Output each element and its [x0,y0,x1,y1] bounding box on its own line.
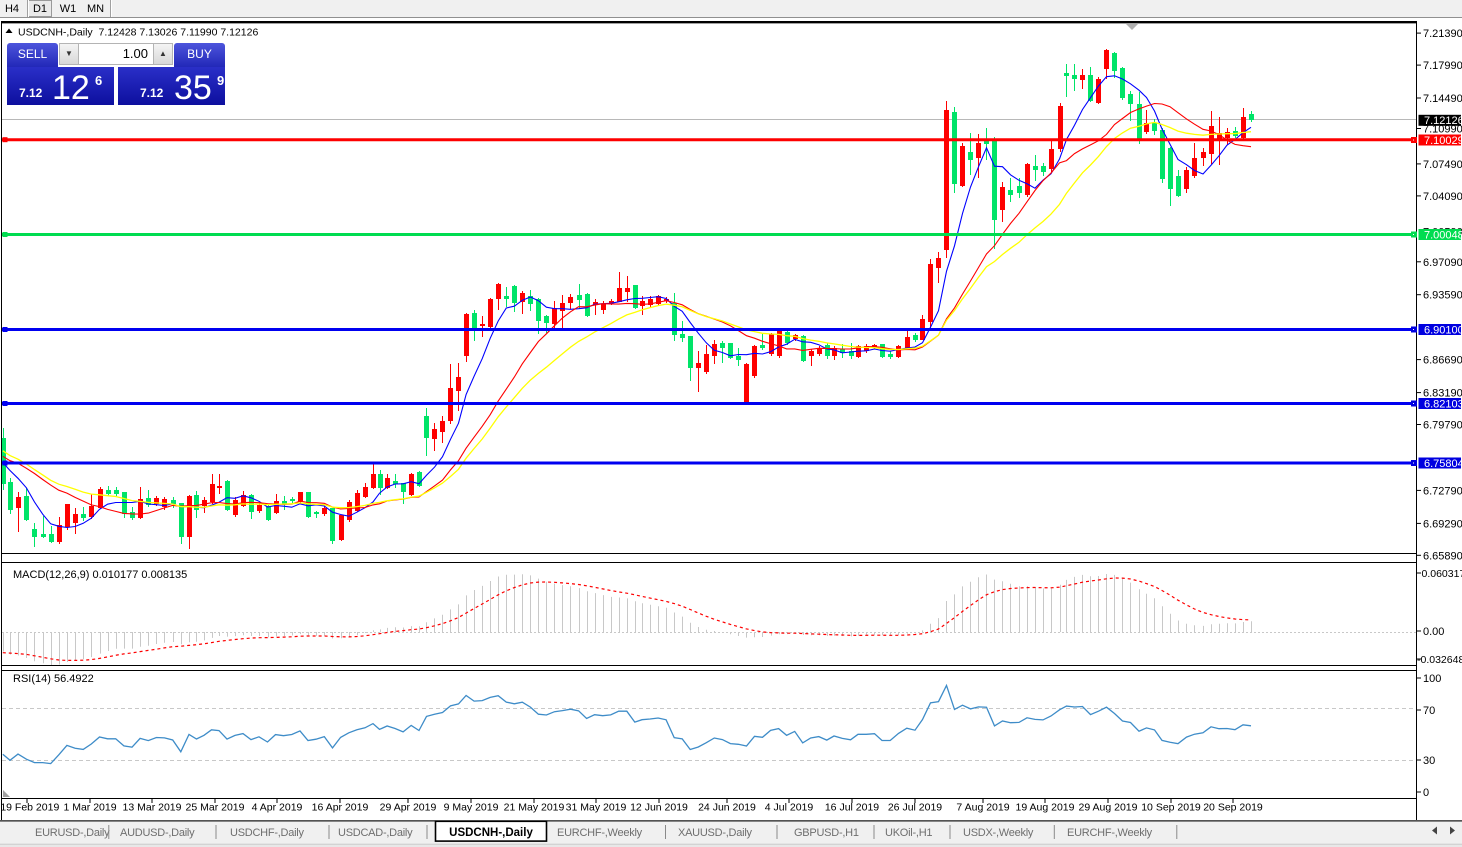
svg-text:7.00048: 7.00048 [1424,229,1462,241]
svg-text:16 Apr 2019: 16 Apr 2019 [312,802,369,814]
svg-text:UKOil-,H1: UKOil-,H1 [885,827,932,839]
svg-text:0.060317: 0.060317 [1422,568,1462,580]
svg-text:29 Apr 2019: 29 Apr 2019 [380,802,437,814]
svg-text:13 Mar 2019: 13 Mar 2019 [123,802,182,814]
svg-text:7.04090: 7.04090 [1423,191,1462,203]
svg-text:6.75804: 6.75804 [1424,458,1462,470]
svg-text:XAUUSD-,Daily: XAUUSD-,Daily [678,827,753,839]
svg-text:6.90100: 6.90100 [1424,324,1462,336]
svg-text:GBPUSD-,H1: GBPUSD-,H1 [794,827,859,839]
svg-text:16 Jul 2019: 16 Jul 2019 [825,802,879,814]
svg-text:7.12126: 7.12126 [1424,115,1462,127]
svg-text:30: 30 [1423,755,1435,767]
svg-text:7 Aug 2019: 7 Aug 2019 [956,802,1009,814]
svg-text:70: 70 [1423,705,1435,717]
svg-text:10 Sep 2019: 10 Sep 2019 [1141,802,1201,814]
svg-text:EURUSD-,Daily: EURUSD-,Daily [35,827,110,839]
svg-text:RSI(14) 56.4922: RSI(14) 56.4922 [13,673,94,685]
svg-text:6.86690: 6.86690 [1423,355,1462,367]
svg-text:AUDUSD-,Daily: AUDUSD-,Daily [120,827,195,839]
svg-text:USDCNH-,Daily 7.12428 7.13026: USDCNH-,Daily 7.12428 7.13026 7.11990 7.… [18,27,258,39]
svg-text:7.10029: 7.10029 [1424,135,1462,147]
svg-text:EURCHF-,Weekly: EURCHF-,Weekly [1067,827,1153,839]
svg-text:20 Sep 2019: 20 Sep 2019 [1203,802,1263,814]
svg-text:6.79790: 6.79790 [1423,420,1462,432]
svg-text:4 Jul 2019: 4 Jul 2019 [765,802,814,814]
svg-text:USDCAD-,Daily: USDCAD-,Daily [338,827,413,839]
svg-text:0.00: 0.00 [1423,626,1444,638]
svg-text:19 Feb 2019: 19 Feb 2019 [0,802,59,814]
svg-text:6.82103: 6.82103 [1424,398,1462,410]
svg-text:MACD(12,26,9) 0.010177 0.00813: MACD(12,26,9) 0.010177 0.008135 [13,569,187,581]
svg-text:12 Jun 2019: 12 Jun 2019 [630,802,688,814]
svg-text:USDCNH-,Daily: USDCNH-,Daily [449,827,533,839]
svg-text:21 May 2019: 21 May 2019 [504,802,565,814]
svg-text:9 May 2019: 9 May 2019 [444,802,499,814]
svg-text:EURCHF-,Weekly: EURCHF-,Weekly [557,827,643,839]
svg-text:6.72790: 6.72790 [1423,485,1462,497]
svg-text:6.97090: 6.97090 [1423,257,1462,269]
svg-text:26 Jul 2019: 26 Jul 2019 [888,802,942,814]
svg-text:6.69290: 6.69290 [1423,518,1462,530]
svg-text:7.10990: 7.10990 [1423,124,1462,136]
svg-text:6.83190: 6.83190 [1423,388,1462,400]
svg-text:100: 100 [1423,673,1441,685]
svg-text:USDCHF-,Daily: USDCHF-,Daily [230,827,305,839]
svg-text:7.14490: 7.14490 [1423,93,1462,105]
svg-text:1 Mar 2019: 1 Mar 2019 [63,802,116,814]
svg-text:7.17990: 7.17990 [1423,60,1462,72]
svg-text:31 May 2019: 31 May 2019 [566,802,627,814]
svg-text:29 Aug 2019: 29 Aug 2019 [1079,802,1138,814]
svg-text:7.21390: 7.21390 [1423,28,1462,40]
svg-text:24 Jun 2019: 24 Jun 2019 [698,802,756,814]
svg-text:-0.032648: -0.032648 [1417,654,1462,666]
svg-text:4 Apr 2019: 4 Apr 2019 [252,802,303,814]
svg-text:19 Aug 2019: 19 Aug 2019 [1016,802,1075,814]
svg-text:0: 0 [1423,787,1429,799]
svg-text:6.93590: 6.93590 [1423,290,1462,302]
svg-text:6.65890: 6.65890 [1423,550,1462,562]
svg-text:7.07490: 7.07490 [1423,159,1462,171]
svg-text:USDX-,Weekly: USDX-,Weekly [963,827,1034,839]
svg-text:25 Mar 2019: 25 Mar 2019 [186,802,245,814]
